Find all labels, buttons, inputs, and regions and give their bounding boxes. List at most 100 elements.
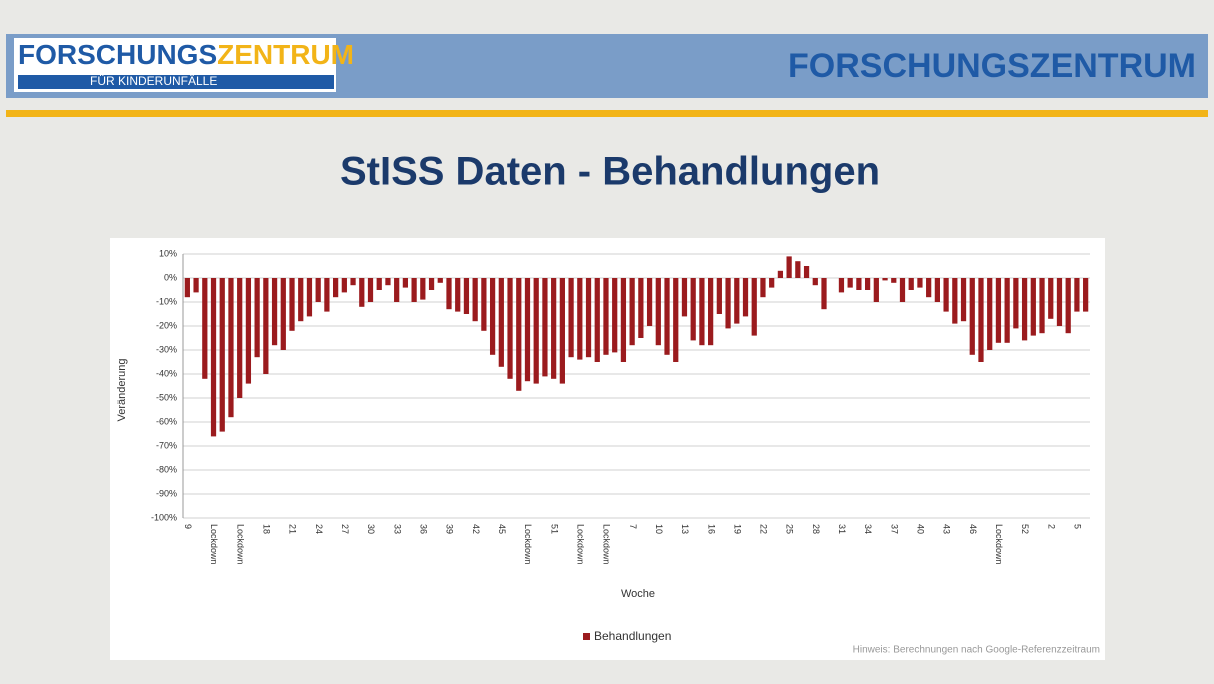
- x-tick-label: Lockdown: [235, 524, 245, 565]
- bar: [638, 278, 644, 338]
- bar: [882, 278, 888, 281]
- x-tick-label: 9: [183, 524, 193, 529]
- bar: [908, 278, 914, 290]
- bar: [1083, 278, 1089, 312]
- x-tick-label: 40: [916, 524, 926, 534]
- bar: [289, 278, 295, 331]
- x-tick-label: 27: [340, 524, 350, 534]
- bar: [699, 278, 705, 346]
- bar: [1065, 278, 1071, 334]
- x-tick-label: 2: [1046, 524, 1056, 529]
- x-tick-label: 37: [889, 524, 899, 534]
- plot: 10% 0% -10% -20% -30% -40% -50% -60% -70% -80% -90…: [151, 248, 1090, 643]
- bar: [803, 266, 810, 278]
- bar: [507, 278, 513, 379]
- bar: [551, 278, 557, 379]
- y-tick-label: -30%: [156, 344, 177, 354]
- bar: [280, 278, 286, 350]
- bar: [603, 278, 609, 355]
- bar: [969, 278, 975, 355]
- bar: [228, 278, 234, 418]
- bar: [437, 278, 443, 283]
- bar: [742, 278, 749, 317]
- bar: [350, 278, 356, 286]
- x-tick-label: 25: [785, 524, 795, 534]
- x-tick-label: Lockdown: [209, 524, 219, 565]
- bar: [306, 278, 313, 317]
- x-tick-label: 22: [759, 524, 769, 534]
- logo-text: FORSCHUNGSZENTRUM: [18, 39, 354, 70]
- x-tick-label: 7: [628, 524, 638, 529]
- bar: [367, 278, 374, 302]
- bar: [760, 278, 766, 298]
- bar: [786, 256, 792, 278]
- bar: [184, 278, 190, 298]
- x-tick-label: 16: [706, 524, 716, 534]
- bar: [271, 278, 278, 346]
- bar: [926, 278, 932, 298]
- x-tick-label: 28: [811, 524, 821, 534]
- bar: [838, 278, 845, 293]
- bar: [873, 278, 879, 302]
- y-axis-label: Veränderung: [116, 359, 128, 422]
- bar: [516, 278, 522, 391]
- bar: [559, 278, 565, 384]
- x-tick-label: 42: [471, 524, 481, 534]
- y-tick-label: -70%: [156, 440, 177, 450]
- bar: [934, 278, 940, 302]
- bar: [210, 278, 217, 437]
- bar: [498, 278, 504, 367]
- bar: [202, 278, 208, 379]
- bar: [489, 278, 496, 355]
- legend-label: Behandlungen: [594, 629, 671, 643]
- bar: [734, 278, 740, 324]
- bar: [681, 278, 688, 317]
- bar: [315, 278, 321, 302]
- bar: [821, 278, 827, 310]
- bar: [795, 261, 801, 278]
- bar: [917, 278, 923, 288]
- bar: [577, 278, 583, 360]
- bar: [725, 278, 731, 329]
- bar: [1013, 278, 1019, 329]
- bar: [455, 278, 461, 312]
- bar: [446, 278, 452, 310]
- bar: [847, 278, 853, 288]
- bar: [1030, 278, 1036, 336]
- bar: [716, 278, 722, 314]
- bar: [1056, 278, 1063, 326]
- bar: [612, 278, 618, 353]
- bar: [341, 278, 347, 293]
- bar: [1048, 278, 1054, 319]
- y-tick-label: -40%: [156, 368, 177, 378]
- bar: [987, 278, 993, 350]
- bar: [952, 278, 958, 324]
- brand: FORSCHUNGSZENTRUM: [788, 47, 1196, 85]
- x-tick-label: Lockdown: [994, 524, 1004, 565]
- logo-part1: FORSCHUNGS: [18, 39, 217, 70]
- bar: [472, 278, 478, 322]
- bar: [428, 278, 435, 290]
- bar: [333, 278, 339, 298]
- x-tick-label: 46: [968, 524, 978, 534]
- bar: [585, 278, 592, 358]
- bar: [376, 278, 382, 290]
- x-axis-label: Woche: [621, 588, 655, 600]
- x-tick-label: 34: [863, 524, 873, 534]
- x-tick-label: 30: [366, 524, 376, 534]
- bar: [943, 278, 949, 312]
- x-tick-label: Lockdown: [575, 524, 585, 565]
- bar: [1021, 278, 1028, 341]
- x-tick-label: 43: [942, 524, 952, 534]
- bar: [402, 278, 409, 288]
- x-tick-label: 24: [314, 524, 324, 534]
- x-tick-label: 39: [445, 524, 455, 534]
- x-tick-label: 36: [418, 524, 428, 534]
- y-tick-label: 0%: [164, 272, 177, 282]
- y-tick-label: -80%: [156, 464, 177, 474]
- x-tick-label: Lockdown: [523, 524, 533, 565]
- y-tick-label: -50%: [156, 392, 177, 402]
- y-tick-label: 10%: [159, 248, 177, 258]
- bar: [664, 278, 670, 355]
